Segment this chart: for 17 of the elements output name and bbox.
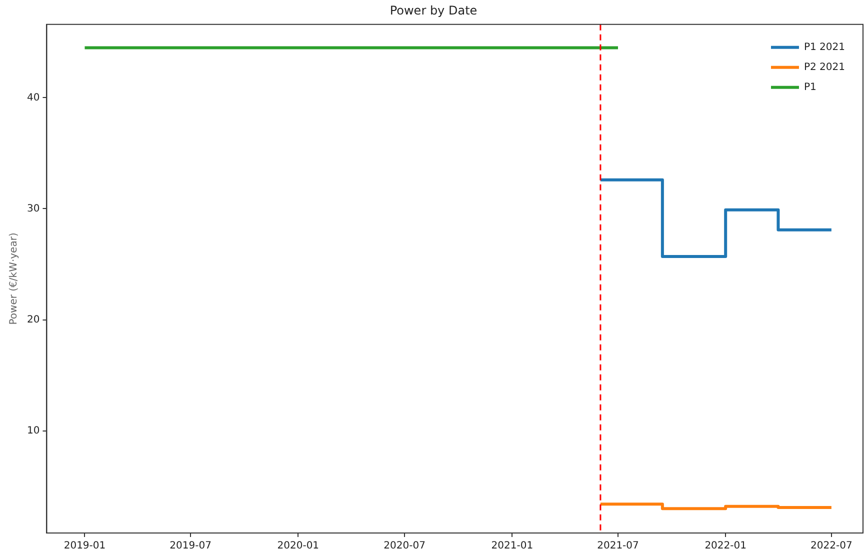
chart-title: Power by Date <box>390 3 478 18</box>
y-tick-label: 30 <box>26 203 40 214</box>
x-tick-label: 2020-01 <box>277 540 320 552</box>
x-tick-label: 2021-07 <box>597 540 639 552</box>
y-axis-title: Power (€/kW·year) <box>8 232 20 325</box>
y-tick-label: 10 <box>26 425 40 436</box>
legend-label: P1 2021 <box>804 42 846 53</box>
y-tick-label: 20 <box>26 314 40 326</box>
y-tick-label: 40 <box>26 92 40 104</box>
x-tick-label: 2021-01 <box>491 540 534 552</box>
x-tick-label: 2022-07 <box>810 540 852 552</box>
x-tick-label: 2020-07 <box>384 540 426 552</box>
x-tick-label: 2019-01 <box>64 540 106 552</box>
legend-label: P1 <box>804 82 816 93</box>
x-tick-label: 2019-07 <box>170 540 212 552</box>
legend-label: P2 2021 <box>804 62 846 73</box>
x-tick-label: 2022-01 <box>704 540 746 552</box>
